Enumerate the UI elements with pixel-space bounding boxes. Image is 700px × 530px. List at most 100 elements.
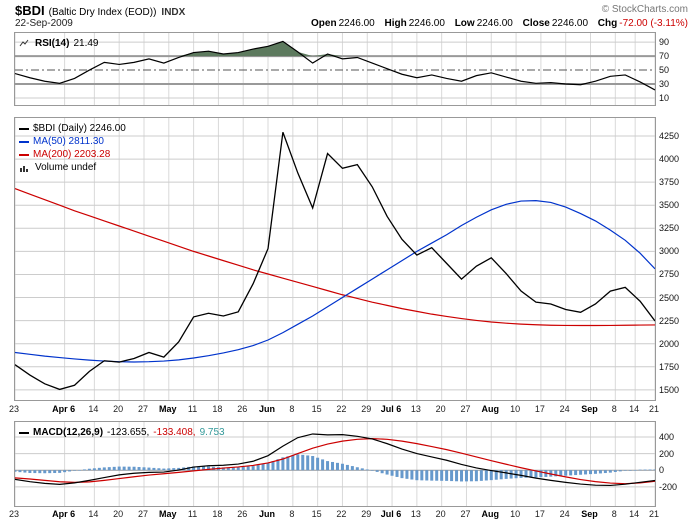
- y-axis-label: 2250: [659, 315, 680, 326]
- x-axis-label: Jun: [259, 404, 276, 414]
- x-axis-label: 14: [88, 509, 99, 519]
- symbol: $BDI: [15, 3, 45, 18]
- x-axis-row-bottom: 23 Apr 6 14 20 27 May 11 18 26 Jun 8 15 22 29 Jul 6 13 2…: [0, 509, 700, 522]
- y-axis-label: 70: [659, 51, 670, 62]
- x-axis-label: Sep: [581, 509, 598, 519]
- high-label: High: [384, 18, 407, 29]
- x-axis-label: Apr 6: [52, 404, 76, 414]
- x-axis-label: Jul 6: [380, 509, 402, 519]
- ma50-legend-text: MA(50) 2811.30: [33, 136, 104, 147]
- x-axis-label: 11: [187, 509, 198, 519]
- y-axis-label: 0: [659, 465, 665, 476]
- chart-header: $BDI (Baltic Dry Index (EOD)) INDX: [15, 2, 185, 20]
- x-axis-label: 8: [289, 404, 295, 414]
- x-axis-label: Sep: [581, 404, 598, 414]
- y-axis-label: 4250: [659, 131, 680, 141]
- ma200-legend-text: MA(200) 2203.28: [33, 149, 111, 160]
- rsi-legend: RSI(14) 21.49: [19, 37, 98, 50]
- exchange: INDX: [161, 7, 186, 18]
- volume-bars-icon: [20, 166, 28, 172]
- ma50-line-swatch: [19, 140, 29, 143]
- x-axis-label: 20: [113, 404, 124, 414]
- x-axis-label: 26: [237, 404, 248, 414]
- low-value: 2246.00: [476, 18, 513, 29]
- macd-line-swatch: [19, 431, 29, 434]
- x-axis-label: 29: [361, 404, 372, 414]
- x-axis-label: 17: [534, 509, 545, 519]
- x-axis-label: 29: [361, 509, 372, 519]
- chg-value: -72.00 (-3.11%): [619, 18, 688, 29]
- bdi-legend-text: $BDI (Daily) 2246.00: [33, 123, 126, 134]
- x-axis-label: 21: [648, 509, 660, 519]
- macd-legend: MACD(12,26,9) -123.655, -133.408, 9.753: [19, 426, 225, 439]
- macd-label: MACD(12,26,9): [33, 427, 104, 438]
- x-axis-label: 13: [410, 404, 421, 414]
- y-axis-label: 3250: [659, 223, 680, 234]
- symbol-name: (Baltic Dry Index (EOD)): [48, 7, 157, 18]
- y-axis-label: 4000: [659, 154, 680, 165]
- y-axis-label: 50: [659, 65, 670, 76]
- indicator-line-icon: [19, 39, 29, 47]
- copyright: © StockCharts.com: [601, 4, 688, 15]
- price-panel: [14, 117, 656, 401]
- x-axis-label: 24: [559, 404, 570, 414]
- x-axis-label: 10: [510, 404, 521, 414]
- y-axis-label: 1500: [659, 384, 680, 395]
- x-axis-label: 8: [611, 509, 617, 519]
- x-axis-label: Aug: [481, 509, 500, 519]
- y-axis-label: 2500: [659, 292, 680, 303]
- close-value: 2246.00: [551, 18, 589, 29]
- x-axis-label: 20: [113, 509, 124, 519]
- high-value: 2246.00: [408, 18, 445, 29]
- y-axis-label: -200: [659, 481, 678, 492]
- y-axis-label: 2750: [659, 269, 680, 280]
- x-axis-label: 22: [336, 509, 347, 519]
- x-axis-label: 24: [559, 509, 570, 519]
- close-label: Close: [522, 18, 550, 29]
- x-axis-label: 18: [212, 404, 223, 414]
- macd-hist-value: 9.753: [199, 427, 225, 438]
- y-axis-label: 30: [659, 79, 670, 90]
- y-axis-label: 200: [659, 448, 675, 459]
- x-axis-label: 14: [88, 404, 99, 414]
- x-axis-label: 22: [336, 404, 347, 414]
- macd-signal-value: -133.408,: [153, 427, 196, 438]
- x-axis-label: 27: [460, 404, 471, 414]
- y-axis-label: 90: [659, 37, 670, 48]
- y-axis-label: 1750: [659, 361, 680, 372]
- ma200-line-swatch: [19, 153, 29, 156]
- rsi-plot: [15, 33, 655, 105]
- y-axis-label: 400: [659, 431, 675, 442]
- price-legend: $BDI (Daily) 2246.00 MA(50) 2811.30 MA(2…: [19, 122, 126, 174]
- volume-legend-text: Volume undef: [35, 162, 97, 173]
- open-value: 2246.00: [338, 18, 375, 29]
- quote-date: 22-Sep-2009: [15, 18, 73, 29]
- x-axis-label: 15: [311, 404, 322, 414]
- x-axis-label: 18: [212, 509, 223, 519]
- macd-plot: [15, 422, 655, 506]
- x-axis-label: 14: [629, 404, 640, 414]
- x-axis-label: 20: [435, 404, 446, 414]
- x-axis-label: 27: [460, 509, 471, 519]
- x-axis-label: Aug: [481, 404, 500, 414]
- y-axis-label: 3500: [659, 200, 680, 211]
- x-axis-label: May: [159, 509, 177, 519]
- x-axis-label: 10: [510, 509, 521, 519]
- x-axis-row-top: 23 Apr 6 14 20 27 May 11 18 26 Jun 8 15 22 29 Jul 6 13 2…: [0, 404, 700, 417]
- rsi-label: RSI(14): [35, 38, 70, 49]
- x-axis-label: 14: [629, 509, 640, 519]
- y-axis-label: 2000: [659, 338, 680, 349]
- x-axis-label: 20: [435, 509, 446, 519]
- x-axis-label: 8: [289, 509, 295, 519]
- rsi-panel: [14, 32, 656, 106]
- low-label: Low: [454, 18, 475, 29]
- x-axis-label: 8: [611, 404, 617, 414]
- chg-label: Chg: [597, 18, 618, 29]
- x-axis-label: Apr 6: [52, 509, 76, 519]
- x-axis-label: 11: [187, 404, 198, 414]
- x-axis-label: 23: [8, 509, 20, 519]
- x-axis-label: 21: [648, 404, 660, 414]
- x-axis-label: 26: [237, 509, 248, 519]
- open-label: Open: [311, 18, 337, 29]
